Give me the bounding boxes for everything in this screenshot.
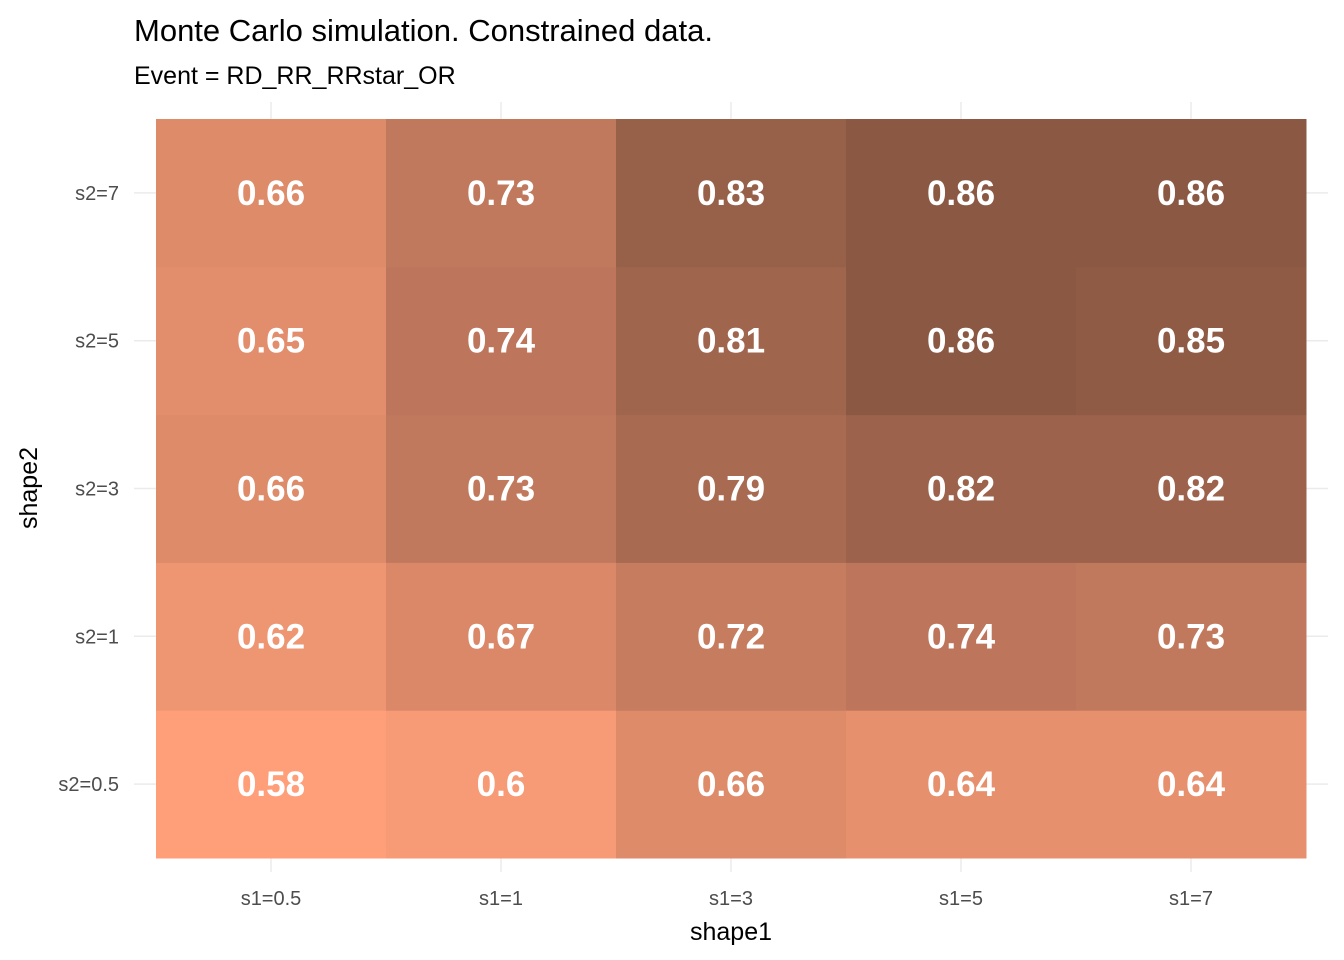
heatmap-cell xyxy=(616,710,847,859)
heatmap-cell xyxy=(1076,562,1307,711)
cell-value-label: 0.74 xyxy=(467,322,536,361)
heatmap-cell xyxy=(846,710,1077,859)
cell-value-label: 0.72 xyxy=(697,617,765,656)
y-tick-label: s2=5 xyxy=(75,331,119,353)
x-axis-ticks: s1=0.5 s1=1 s1=3 s1=5 s1=7 xyxy=(241,888,1213,910)
cell-value-label: 0.65 xyxy=(237,322,305,361)
y-tick-label: s2=1 xyxy=(75,626,119,648)
x-tick-label: s1=0.5 xyxy=(241,888,302,910)
cell-value-label: 0.66 xyxy=(237,174,305,213)
cell-value-label: 0.86 xyxy=(1157,174,1225,213)
heatmap-cell xyxy=(156,562,387,711)
cell-value-label: 0.62 xyxy=(237,617,305,656)
heatmap-cell xyxy=(386,266,617,416)
chart-subtitle: Event = RD_RR_RRstar_OR xyxy=(134,62,456,90)
heatmap-cell xyxy=(156,266,387,416)
heatmap-cell xyxy=(1076,710,1307,859)
y-axis-ticks: s2=0.5 s2=1 s2=3 s2=5 s2=7 xyxy=(58,183,119,796)
heatmap-cell xyxy=(386,710,617,859)
x-tick-label: s1=3 xyxy=(709,888,753,910)
chart-title: Monte Carlo simulation. Constrained data… xyxy=(134,13,713,48)
x-tick-label: s1=7 xyxy=(1169,888,1213,910)
heatmap-cell xyxy=(1076,119,1307,268)
heatmap-cell xyxy=(386,562,617,711)
cell-value-labels: 0.58 0.6 0.66 0.64 0.64 0.62 0.67 0.72 0.74 0.73 0… xyxy=(237,174,1226,804)
cell-value-label: 0.86 xyxy=(927,174,995,213)
cell-value-label: 0.64 xyxy=(927,765,996,804)
cell-value-label: 0.67 xyxy=(467,617,535,656)
heatmap-cell xyxy=(386,414,617,563)
heatmap-cell xyxy=(846,414,1077,563)
x-tick-label: s1=1 xyxy=(479,888,523,910)
heatmap-cell xyxy=(156,710,387,859)
heatmap-cell xyxy=(616,119,847,268)
heatmap-cells xyxy=(156,119,1307,859)
cell-value-label: 0.66 xyxy=(697,765,765,804)
heatmap-cell xyxy=(846,266,1077,416)
cell-value-label: 0.81 xyxy=(697,322,765,361)
cell-value-label: 0.73 xyxy=(467,174,535,213)
cell-value-label: 0.73 xyxy=(1157,617,1225,656)
cell-value-label: 0.85 xyxy=(1157,322,1225,361)
cell-value-label: 0.6 xyxy=(477,765,526,804)
heatmap-cell xyxy=(616,562,847,711)
heatmap-cell xyxy=(846,119,1077,268)
x-axis-title: shape1 xyxy=(690,918,772,946)
cell-value-label: 0.66 xyxy=(237,470,305,509)
y-tick-label: s2=3 xyxy=(75,479,119,501)
heatmap-cell xyxy=(1076,414,1307,563)
cell-value-label: 0.83 xyxy=(697,174,765,213)
cell-value-label: 0.58 xyxy=(237,765,305,804)
heatmap-cell xyxy=(1076,266,1307,416)
y-axis-title: shape2 xyxy=(15,447,43,529)
heatmap-cell xyxy=(616,266,847,416)
heatmap-cell xyxy=(386,119,617,268)
y-tick-label: s2=7 xyxy=(75,183,119,205)
heatmap-cell xyxy=(846,562,1077,711)
y-tick-label: s2=0.5 xyxy=(58,774,119,796)
cell-value-label: 0.64 xyxy=(1157,765,1226,804)
heatmap-cell xyxy=(156,119,387,268)
heatmap-cell xyxy=(156,414,387,563)
cell-value-label: 0.79 xyxy=(697,470,765,509)
heatmap-cell xyxy=(616,414,847,563)
cell-value-label: 0.82 xyxy=(927,470,995,509)
cell-value-label: 0.73 xyxy=(467,470,535,509)
cell-value-label: 0.82 xyxy=(1157,470,1225,509)
cell-value-label: 0.86 xyxy=(927,322,995,361)
x-tick-label: s1=5 xyxy=(939,888,983,910)
cell-value-label: 0.74 xyxy=(927,617,996,656)
